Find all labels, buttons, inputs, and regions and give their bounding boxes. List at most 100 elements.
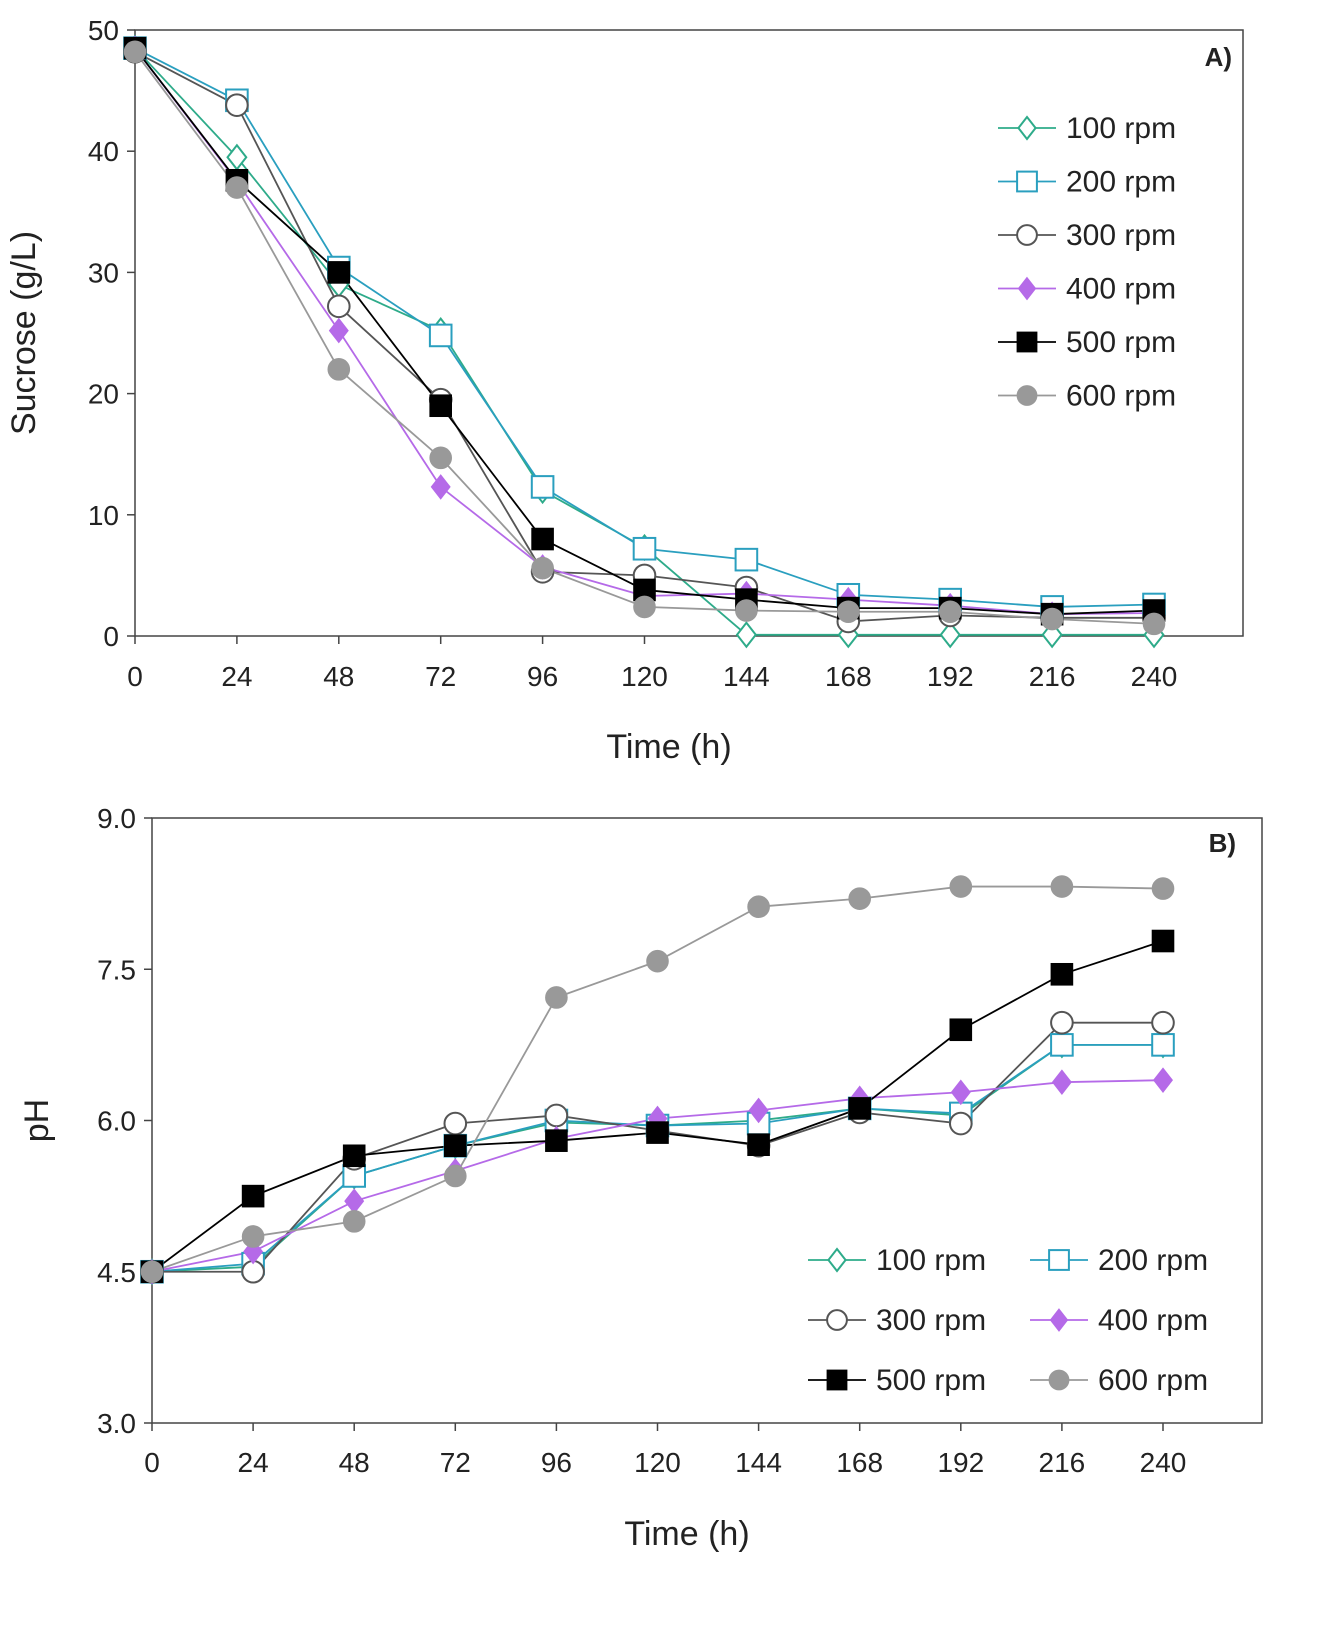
chart-a-x-tick-label: 168 [825, 661, 872, 692]
chart-a-y-tick-label: 10 [88, 500, 119, 531]
chart-b-x-tick-label: 168 [836, 1447, 883, 1478]
chart-b-point-300-rpm [1151, 1010, 1175, 1035]
chart-a-x-tick-label: 216 [1029, 661, 1076, 692]
chart-a-legend-item-500-rpm: 500 rpm [998, 326, 1176, 359]
chart-b-x-tick-label: 72 [440, 1447, 471, 1478]
chart-a-point-100-rpm [735, 621, 758, 649]
chart-a-point-500-rpm [327, 261, 351, 284]
chart-a-point-500-rpm [429, 394, 452, 418]
chart-b-legend-marker [1048, 1249, 1070, 1271]
chart-a-legend-item-400-rpm: 400 rpm [998, 273, 1176, 306]
chart-a-y-tick-label: 40 [88, 136, 119, 167]
chart-b-point-600-rpm [747, 895, 770, 919]
chart-b-point-500-rpm [949, 1018, 973, 1042]
chart-a-x-tick-label: 48 [323, 661, 354, 692]
chart-b-legend-label: 300 rpm [876, 1304, 986, 1337]
chart-a-point-200-rpm [632, 536, 657, 561]
chart-b-y-axis-title: pH [18, 1099, 56, 1142]
chart-a-legend-marker [1016, 224, 1038, 246]
chart-a-x-tick-label: 24 [221, 661, 252, 692]
chart-a-legend-label: 600 rpm [1066, 380, 1176, 413]
chart-a-point-200-rpm [530, 475, 555, 499]
chart-b-legend-item-500-rpm: 500 rpm [808, 1364, 986, 1397]
chart-panel-b: 3.0 4.5 6.0 7.5 9.0 0 24 48 72 96 120 144 168 192 216 2… [18, 803, 1263, 1553]
chart-b-y-tick-label: 9.0 [97, 803, 136, 834]
chart-b-point-300-rpm [544, 1103, 569, 1128]
chart-b-x-tick-label: 0 [144, 1447, 160, 1478]
chart-b-point-500-rpm [848, 1097, 872, 1120]
chart-a-point-200-rpm [428, 323, 453, 348]
chart-b-point-500-rpm [444, 1134, 467, 1158]
chart-b-y-tick-label: 6.0 [97, 1106, 136, 1137]
chart-a-legend: 100 rpm 200 rpm 300 rpm 400 rpm 500 rpm 600 r… [998, 112, 1176, 413]
chart-a-point-600-rpm [1040, 607, 1064, 631]
chart-a-legend-label: 100 rpm [1066, 112, 1176, 145]
chart-a-point-400-rpm [328, 317, 349, 344]
chart-a-legend-label: 400 rpm [1066, 273, 1176, 306]
chart-b-x-tick-label: 48 [339, 1447, 370, 1478]
chart-b-x-tick-label: 192 [937, 1447, 984, 1478]
chart-b-legend-marker [826, 1309, 848, 1331]
chart-b-legend-item-100-rpm: 100 rpm [808, 1244, 986, 1277]
chart-a-legend-label: 500 rpm [1066, 326, 1176, 359]
chart-a-point-100-rpm [1041, 621, 1063, 649]
chart-b-point-400-rpm [748, 1097, 769, 1124]
chart-b-legend-label: 400 rpm [1098, 1304, 1208, 1337]
chart-a-legend-marker [1017, 276, 1037, 301]
chart-a-x-tick-label: 120 [621, 661, 668, 692]
chart-a-point-300-rpm [327, 294, 351, 319]
chart-b-x-tick-label: 240 [1140, 1447, 1187, 1478]
chart-b-y-tick-label: 3.0 [97, 1408, 136, 1439]
chart-b-legend-marker [826, 1369, 848, 1391]
chart-b-legend-label: 100 rpm [876, 1244, 986, 1277]
chart-b-x-tick-label: 24 [238, 1447, 269, 1478]
chart-panel-a: 0 10 20 30 40 50 0 24 48 72 96 120 144 168 192 216 240 Ti… [5, 15, 1244, 766]
chart-a-plot-frame [134, 29, 1244, 637]
chart-a-legend-label: 300 rpm [1066, 219, 1176, 252]
chart-a-x-tick-label: 144 [723, 661, 770, 692]
chart-a-point-600-rpm [633, 595, 656, 619]
chart-b-panel-label: B) [1209, 828, 1236, 858]
chart-a-x-tick-label: 240 [1131, 661, 1178, 692]
chart-a-legend-item-200-rpm: 200 rpm [998, 166, 1176, 199]
chart-a-legend-marker [1016, 170, 1038, 193]
chart-a-x-axis-title: Time (h) [606, 728, 731, 766]
chart-b-legend-label: 500 rpm [876, 1364, 986, 1397]
chart-a-x-tick-label: 96 [527, 661, 558, 692]
chart-b-x-tick-label: 120 [634, 1447, 681, 1478]
chart-a-point-200-rpm [734, 547, 759, 572]
chart-b-point-600-rpm [140, 1260, 164, 1284]
chart-a-legend-label: 200 rpm [1066, 166, 1176, 199]
chart-b-point-600-rpm [444, 1164, 467, 1188]
chart-b-point-400-rpm [1153, 1067, 1173, 1093]
chart-b-point-600-rpm [848, 887, 872, 910]
chart-b-point-400-rpm [1051, 1069, 1072, 1095]
chart-a-legend-marker [1016, 385, 1038, 406]
chart-b-point-200-rpm [1050, 1033, 1074, 1057]
chart-b-legend-item-300-rpm: 300 rpm [808, 1304, 986, 1337]
chart-b-point-200-rpm [1151, 1033, 1175, 1057]
chart-b-point-500-rpm [545, 1129, 568, 1152]
chart-b-point-500-rpm [1151, 929, 1175, 953]
chart-a-point-600-rpm [327, 358, 351, 381]
chart-a-legend-item-600-rpm: 600 rpm [998, 380, 1176, 413]
chart-b-point-600-rpm [545, 986, 568, 1009]
chart-a-point-100-rpm [939, 621, 961, 649]
chart-b-legend-marker [827, 1247, 847, 1273]
chart-b-legend: 100 rpm 200 rpm 300 rpm 400 rpm 500 rpm 600 r… [808, 1244, 1208, 1397]
chart-a-y-axis-title: Sucrose (g/L) [5, 231, 43, 435]
chart-a-legend-marker [1017, 115, 1037, 141]
chart-a-y-tick-label: 20 [88, 379, 119, 410]
chart-a-legend-item-100-rpm: 100 rpm [998, 112, 1176, 145]
chart-b-point-600-rpm [646, 949, 669, 973]
chart-a-x-tick-label: 0 [127, 661, 143, 692]
chart-a-y-tick-label: 30 [88, 257, 119, 288]
chart-a-point-600-rpm [123, 40, 147, 64]
chart-b-x-tick-label: 216 [1039, 1447, 1086, 1478]
chart-b-x-axis-title: Time (h) [624, 1515, 749, 1553]
chart-b-point-500-rpm [241, 1184, 265, 1208]
chart-b-legend-item-400-rpm: 400 rpm [1030, 1304, 1208, 1337]
chart-b-point-600-rpm [342, 1210, 366, 1233]
chart-b-point-600-rpm [1050, 875, 1074, 898]
